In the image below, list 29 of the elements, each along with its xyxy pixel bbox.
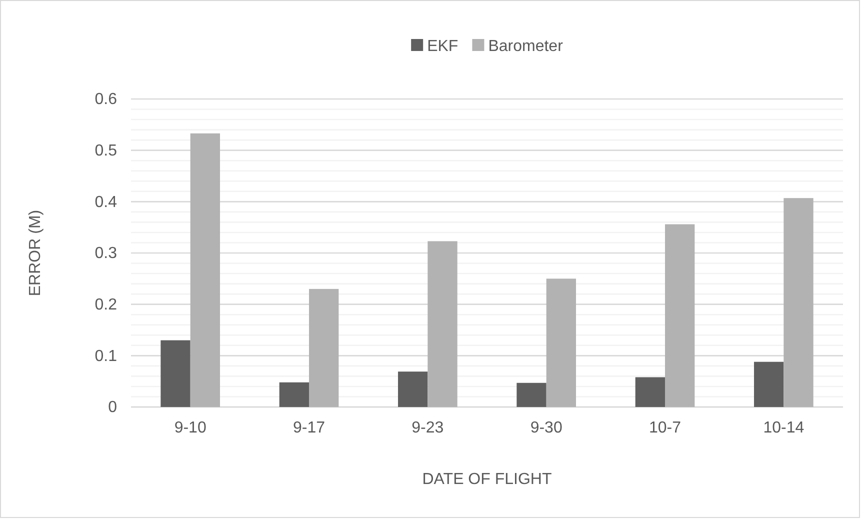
x-axis-title: DATE OF FLIGHT	[422, 471, 552, 488]
y-tick-label: 0.6	[94, 91, 118, 108]
bar	[635, 377, 665, 407]
bar	[784, 198, 814, 407]
x-tick-label: 9-30	[530, 419, 562, 436]
y-tick-label: 0.1	[94, 348, 118, 365]
legend-label: Barometer	[488, 38, 564, 55]
bar	[190, 133, 220, 407]
bar	[754, 362, 784, 407]
x-tick-label: 9-10	[174, 419, 206, 436]
x-tick-label: 9-23	[412, 419, 444, 436]
bar	[160, 340, 190, 407]
y-axis-title: ERROR (M)	[27, 210, 44, 296]
bar	[665, 224, 695, 407]
y-tick-label: 0	[108, 399, 118, 416]
y-tick-label: 0.5	[94, 142, 118, 160]
y-tick-label: 0.4	[94, 194, 118, 211]
legend-label: EKF	[427, 38, 458, 55]
bar	[516, 382, 546, 407]
bar	[428, 241, 458, 407]
x-tick-label: 9-17	[292, 419, 326, 436]
x-tick-label: 10-14	[763, 419, 804, 436]
bar	[546, 278, 576, 407]
y-tick-label: 0.3	[94, 245, 118, 262]
x-tick-label: 10-7	[648, 419, 682, 436]
y-tick-label: 0.2	[94, 296, 118, 314]
bar	[309, 288, 339, 407]
bar	[279, 382, 309, 407]
bar	[398, 372, 428, 407]
